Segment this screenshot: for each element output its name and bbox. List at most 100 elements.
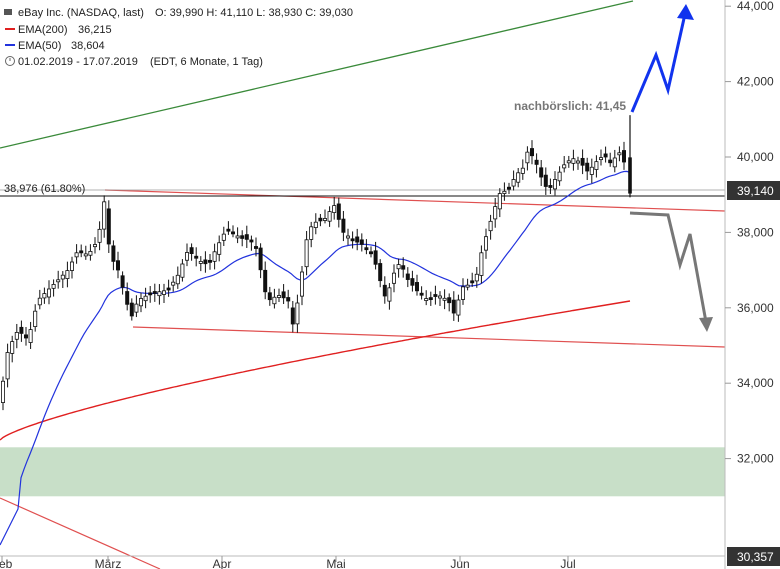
chart-title-row: eBay Inc. (NASDAQ, last) O: 39,990 H: 41…	[4, 7, 353, 19]
candle-body	[143, 295, 148, 302]
candle-body	[0, 380, 6, 403]
candle-body	[102, 201, 107, 230]
legend-ema200: EMA(200) 36,215	[5, 24, 112, 36]
candle-body	[336, 203, 341, 220]
candle-body	[534, 159, 539, 165]
period-range: 01.02.2019 - 17.07.2019	[18, 56, 138, 68]
bullish-arrowhead	[677, 4, 694, 20]
bullish-forecast-arrow	[630, 13, 687, 113]
current-price-value: 39,140	[737, 184, 774, 198]
y-tick-label: 42,000	[737, 75, 774, 89]
candle-body	[203, 259, 208, 265]
candle-body	[249, 239, 254, 243]
candle-body	[506, 186, 511, 190]
candle-body	[83, 253, 88, 257]
candle-body	[281, 291, 286, 299]
current-price-badge: 39,140	[727, 181, 780, 200]
candle-body	[612, 157, 617, 168]
candle-body	[557, 171, 562, 182]
candle-body	[322, 218, 327, 221]
candle-body	[152, 291, 157, 294]
candle-body	[70, 261, 75, 271]
candle-body	[433, 294, 438, 297]
candle-body	[235, 235, 240, 239]
candle-body	[230, 231, 235, 235]
ohlc-values: O: 39,990 H: 41,110 L: 38,930 C: 39,030	[155, 7, 353, 19]
ema200-line	[0, 300, 631, 441]
candle-body	[207, 259, 212, 263]
candle-body	[116, 260, 121, 271]
candle-body	[576, 160, 581, 164]
x-tick-label: Jun	[450, 557, 469, 569]
price-axis: 44,000 42,000 40,000 38,000 36,000 34,000 32,0…	[724, 0, 780, 569]
candle-body	[65, 270, 70, 279]
candle-body	[37, 297, 42, 306]
candle-body	[134, 303, 139, 313]
candle-body	[125, 291, 130, 305]
y-tick-label: 40,000	[737, 150, 774, 164]
candle-body	[295, 302, 300, 325]
candle-body	[175, 274, 180, 285]
last-candle-body	[628, 157, 632, 194]
candle-body	[493, 206, 498, 220]
candle-body	[428, 297, 433, 300]
candle-body	[180, 263, 185, 278]
time-axis: Feb März Apr Mai Jun Jul	[0, 555, 725, 569]
candle-body	[189, 247, 194, 255]
candle-body	[309, 226, 314, 240]
candle-body	[562, 164, 567, 169]
candle-body	[88, 250, 93, 256]
candle-body	[617, 152, 622, 156]
candle-body	[410, 278, 415, 286]
support-zone	[0, 447, 725, 497]
candle-body	[502, 190, 507, 194]
ema200-label: EMA(200)	[18, 24, 68, 36]
candle-body	[258, 247, 263, 271]
candle-body	[520, 167, 525, 174]
axis-min-value: 30,357	[737, 550, 774, 564]
candle-body	[405, 273, 410, 280]
channel-upper-line	[104, 189, 726, 212]
y-tick-label: 32,000	[737, 452, 774, 466]
candle-body	[286, 297, 291, 302]
green-trendline	[0, 0, 634, 149]
candle-body	[56, 279, 61, 283]
candle-body	[240, 235, 245, 239]
candle-body	[391, 272, 396, 284]
candle-body	[511, 179, 516, 187]
fib-level-label: 38,976 (61.80%)	[4, 183, 85, 195]
y-tick-label: 38,000	[737, 225, 774, 239]
candle-body	[368, 251, 373, 255]
candle-body	[414, 282, 419, 292]
candle-body	[530, 148, 535, 157]
candle-body	[267, 292, 272, 301]
candle-body	[622, 150, 627, 163]
candle-body	[589, 166, 594, 175]
candle-body	[373, 250, 378, 265]
chart-title: eBay Inc. (NASDAQ, last)	[18, 7, 144, 19]
candle-body	[401, 265, 406, 270]
candle-body	[516, 172, 521, 183]
candle-body	[33, 310, 38, 328]
candle-body	[79, 250, 84, 254]
candle-body	[382, 284, 387, 297]
candle-body	[276, 295, 281, 298]
candle-body	[488, 220, 493, 232]
candle-body	[341, 218, 346, 233]
ema50-line	[0, 170, 631, 546]
candle-body	[212, 251, 217, 262]
candle-body	[447, 297, 452, 304]
candle-body	[608, 159, 613, 164]
y-tick-label: 36,000	[737, 301, 774, 315]
ema200-value: 36,215	[78, 24, 112, 36]
legend-ema50: EMA(50) 38,604	[5, 40, 105, 52]
legend-period: 01.02.2019 - 17.07.2019 (EDT, 6 Monate, …	[5, 56, 263, 68]
after-hours-annotation: nachbörslich: 41,45	[514, 99, 626, 113]
x-tick-label: Apr	[213, 557, 232, 569]
candle-body	[378, 263, 383, 282]
candle-body	[194, 255, 199, 259]
candle-body	[424, 298, 429, 301]
candle-body	[313, 221, 318, 228]
candle-body	[10, 341, 15, 354]
y-tick-label: 44,000	[737, 0, 774, 13]
